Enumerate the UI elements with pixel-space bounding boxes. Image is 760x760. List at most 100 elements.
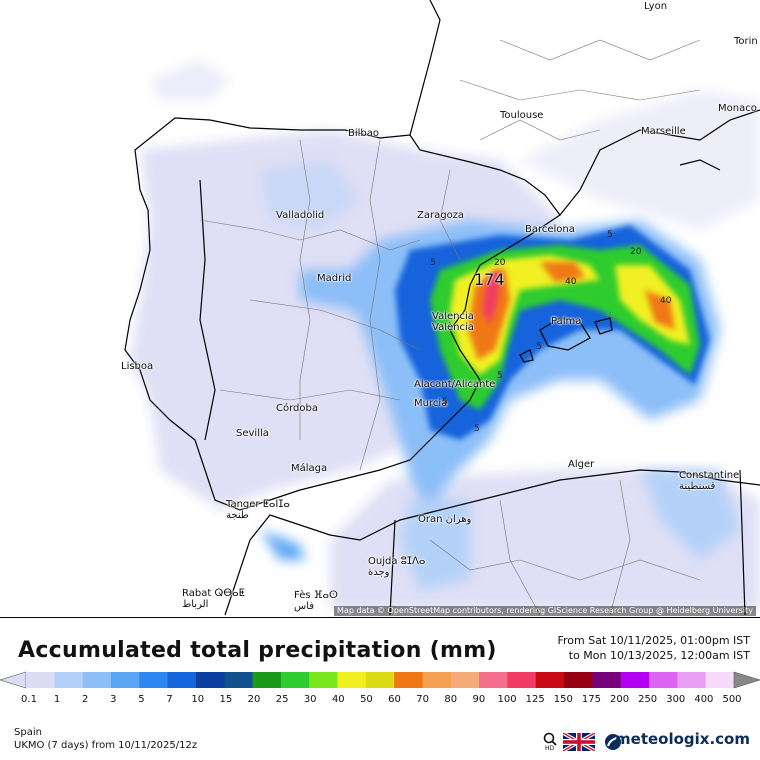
inner-borders	[199, 39, 701, 616]
uk-flag-icon[interactable]	[563, 733, 595, 751]
legend-tick: 80	[444, 694, 458, 705]
city-label: Oujda ⵓⵊⴷⴰ وجدة	[368, 556, 426, 578]
city-label: Málaga	[291, 463, 328, 474]
legend-swatch	[450, 672, 480, 688]
peak-value-label: 174	[474, 270, 505, 289]
legend-tick: 70	[416, 694, 430, 705]
map-canvas	[124, 0, 760, 616]
legend-tick: 60	[388, 694, 401, 705]
legend-tick: 125	[525, 694, 545, 705]
legend-tick: 15	[219, 694, 233, 705]
city-label: Rabat ⵕⴱⴰⵟ الرباط	[182, 588, 245, 610]
legend-swatch	[309, 672, 339, 688]
legend-swatch	[507, 672, 537, 688]
contour-label: 20	[494, 258, 506, 268]
legend-tick: 250	[638, 694, 658, 705]
legend-swatch	[167, 672, 197, 688]
legend-arrow-low	[0, 671, 27, 689]
legend-tick: 300	[666, 694, 686, 705]
city-label: Tanger ⵟⴰⵏⵊⴰ طنجة	[226, 499, 290, 521]
region-label: Spain	[14, 727, 42, 738]
city-label: Bilbao	[348, 128, 380, 139]
city-label: Constantine قسنطينة	[679, 470, 740, 492]
legend-tick: 40	[331, 694, 345, 705]
city-label: Monaco	[718, 103, 757, 114]
city-label: Alacant/Alicante	[414, 379, 496, 390]
legend-tick: 50	[360, 694, 373, 705]
legend-swatch	[139, 672, 169, 688]
contour-label: 5	[536, 342, 542, 352]
city-label: Valladolid	[276, 210, 325, 221]
color-legend-bar	[0, 671, 760, 689]
city-label: Valencia València	[432, 311, 474, 333]
red-layer	[482, 268, 500, 325]
valid-to-text: to Mon 10/13/2025, 12:00am IST	[568, 649, 750, 662]
legend-tick: 30	[303, 694, 317, 705]
legend-tick: 1	[53, 694, 61, 705]
legend-swatch	[394, 672, 423, 688]
city-label: Madrid	[317, 273, 352, 284]
map-attribution[interactable]: Map data © OpenStreetMap contributors, r…	[334, 606, 756, 616]
city-label: Torin	[734, 36, 758, 47]
legend-tick: 0.1	[21, 694, 37, 705]
contour-label: 40	[565, 277, 577, 287]
valid-from-text: From Sat 10/11/2025, 01:00pm IST	[557, 634, 750, 647]
legend-swatch	[592, 672, 622, 688]
city-label: Oran وهران	[418, 514, 472, 525]
legend-swatch	[535, 672, 565, 688]
legend-tick: 90	[472, 694, 486, 705]
contour-label: 20	[630, 247, 642, 257]
legend-swatch	[479, 672, 508, 688]
city-label: Córdoba	[276, 403, 318, 414]
legend-swatch	[649, 672, 678, 688]
meteologix-logo-icon	[605, 734, 621, 750]
legend-swatch	[82, 672, 112, 688]
city-label: Marseille	[641, 126, 686, 137]
city-label: Murcia	[414, 398, 448, 409]
legend-swatch	[280, 672, 310, 688]
city-label: Alger	[568, 459, 595, 470]
legend-swatch	[252, 672, 282, 688]
legend-tick: 3	[110, 694, 117, 705]
legend-tick: 25	[275, 694, 289, 705]
legend-arrow-high	[733, 671, 760, 689]
city-label: Sevilla	[236, 428, 269, 439]
legend-swatch	[677, 672, 707, 688]
legend-swatch	[365, 672, 395, 688]
contour-label: 5	[430, 258, 436, 268]
legend-swatch	[195, 672, 225, 688]
contour-label: 5	[497, 371, 503, 381]
borders	[124, 0, 760, 616]
city-label: Palma	[551, 316, 582, 327]
legend-swatch	[110, 672, 140, 688]
legend-tick: 100	[497, 694, 517, 705]
brand-link[interactable]: meteologix.com	[615, 730, 750, 748]
city-label: Fès ⴼⴰⵙ فاس	[294, 590, 338, 612]
legend-tick-labels: 0.1 1 2 3 5 7 10 15 20 25 30 40 50 60 70 80 90 100 125 150 1…	[0, 694, 760, 708]
city-label: Lyon	[644, 1, 668, 12]
city-label: Toulouse	[500, 110, 544, 121]
chart-title: Accumulated total precipitation (mm)	[18, 638, 497, 663]
legend-swatch	[422, 672, 452, 688]
contour-label: 5	[474, 424, 480, 434]
legend-swatch	[224, 672, 254, 688]
legend-tick: 5	[138, 694, 145, 705]
legend-tick: 20	[247, 694, 261, 705]
precipitation-map[interactable]: Lyon Torin Monaco Bilbao Toulouse Marseille Va…	[0, 0, 760, 618]
search-hd-icon[interactable]: HD	[543, 732, 559, 750]
legend-swatch	[705, 672, 735, 688]
legend-swatch	[564, 672, 593, 688]
contour-label: 5	[607, 230, 613, 240]
contour-label: 5	[442, 397, 448, 407]
legend-tick: 7	[166, 694, 173, 705]
legend-tick: 500	[722, 694, 742, 705]
city-label: Lisboa	[121, 361, 154, 372]
legend-tick: 400	[694, 694, 714, 705]
legend-tick: 200	[609, 694, 630, 705]
legend-tick: 150	[553, 694, 573, 705]
model-info: UKMO (7 days) from 10/11/2025/12z	[14, 740, 198, 751]
legend-swatch	[337, 672, 367, 688]
city-label: Zaragoza	[417, 210, 465, 221]
legend-swatch	[620, 672, 650, 688]
legend-tick: 10	[191, 694, 205, 705]
